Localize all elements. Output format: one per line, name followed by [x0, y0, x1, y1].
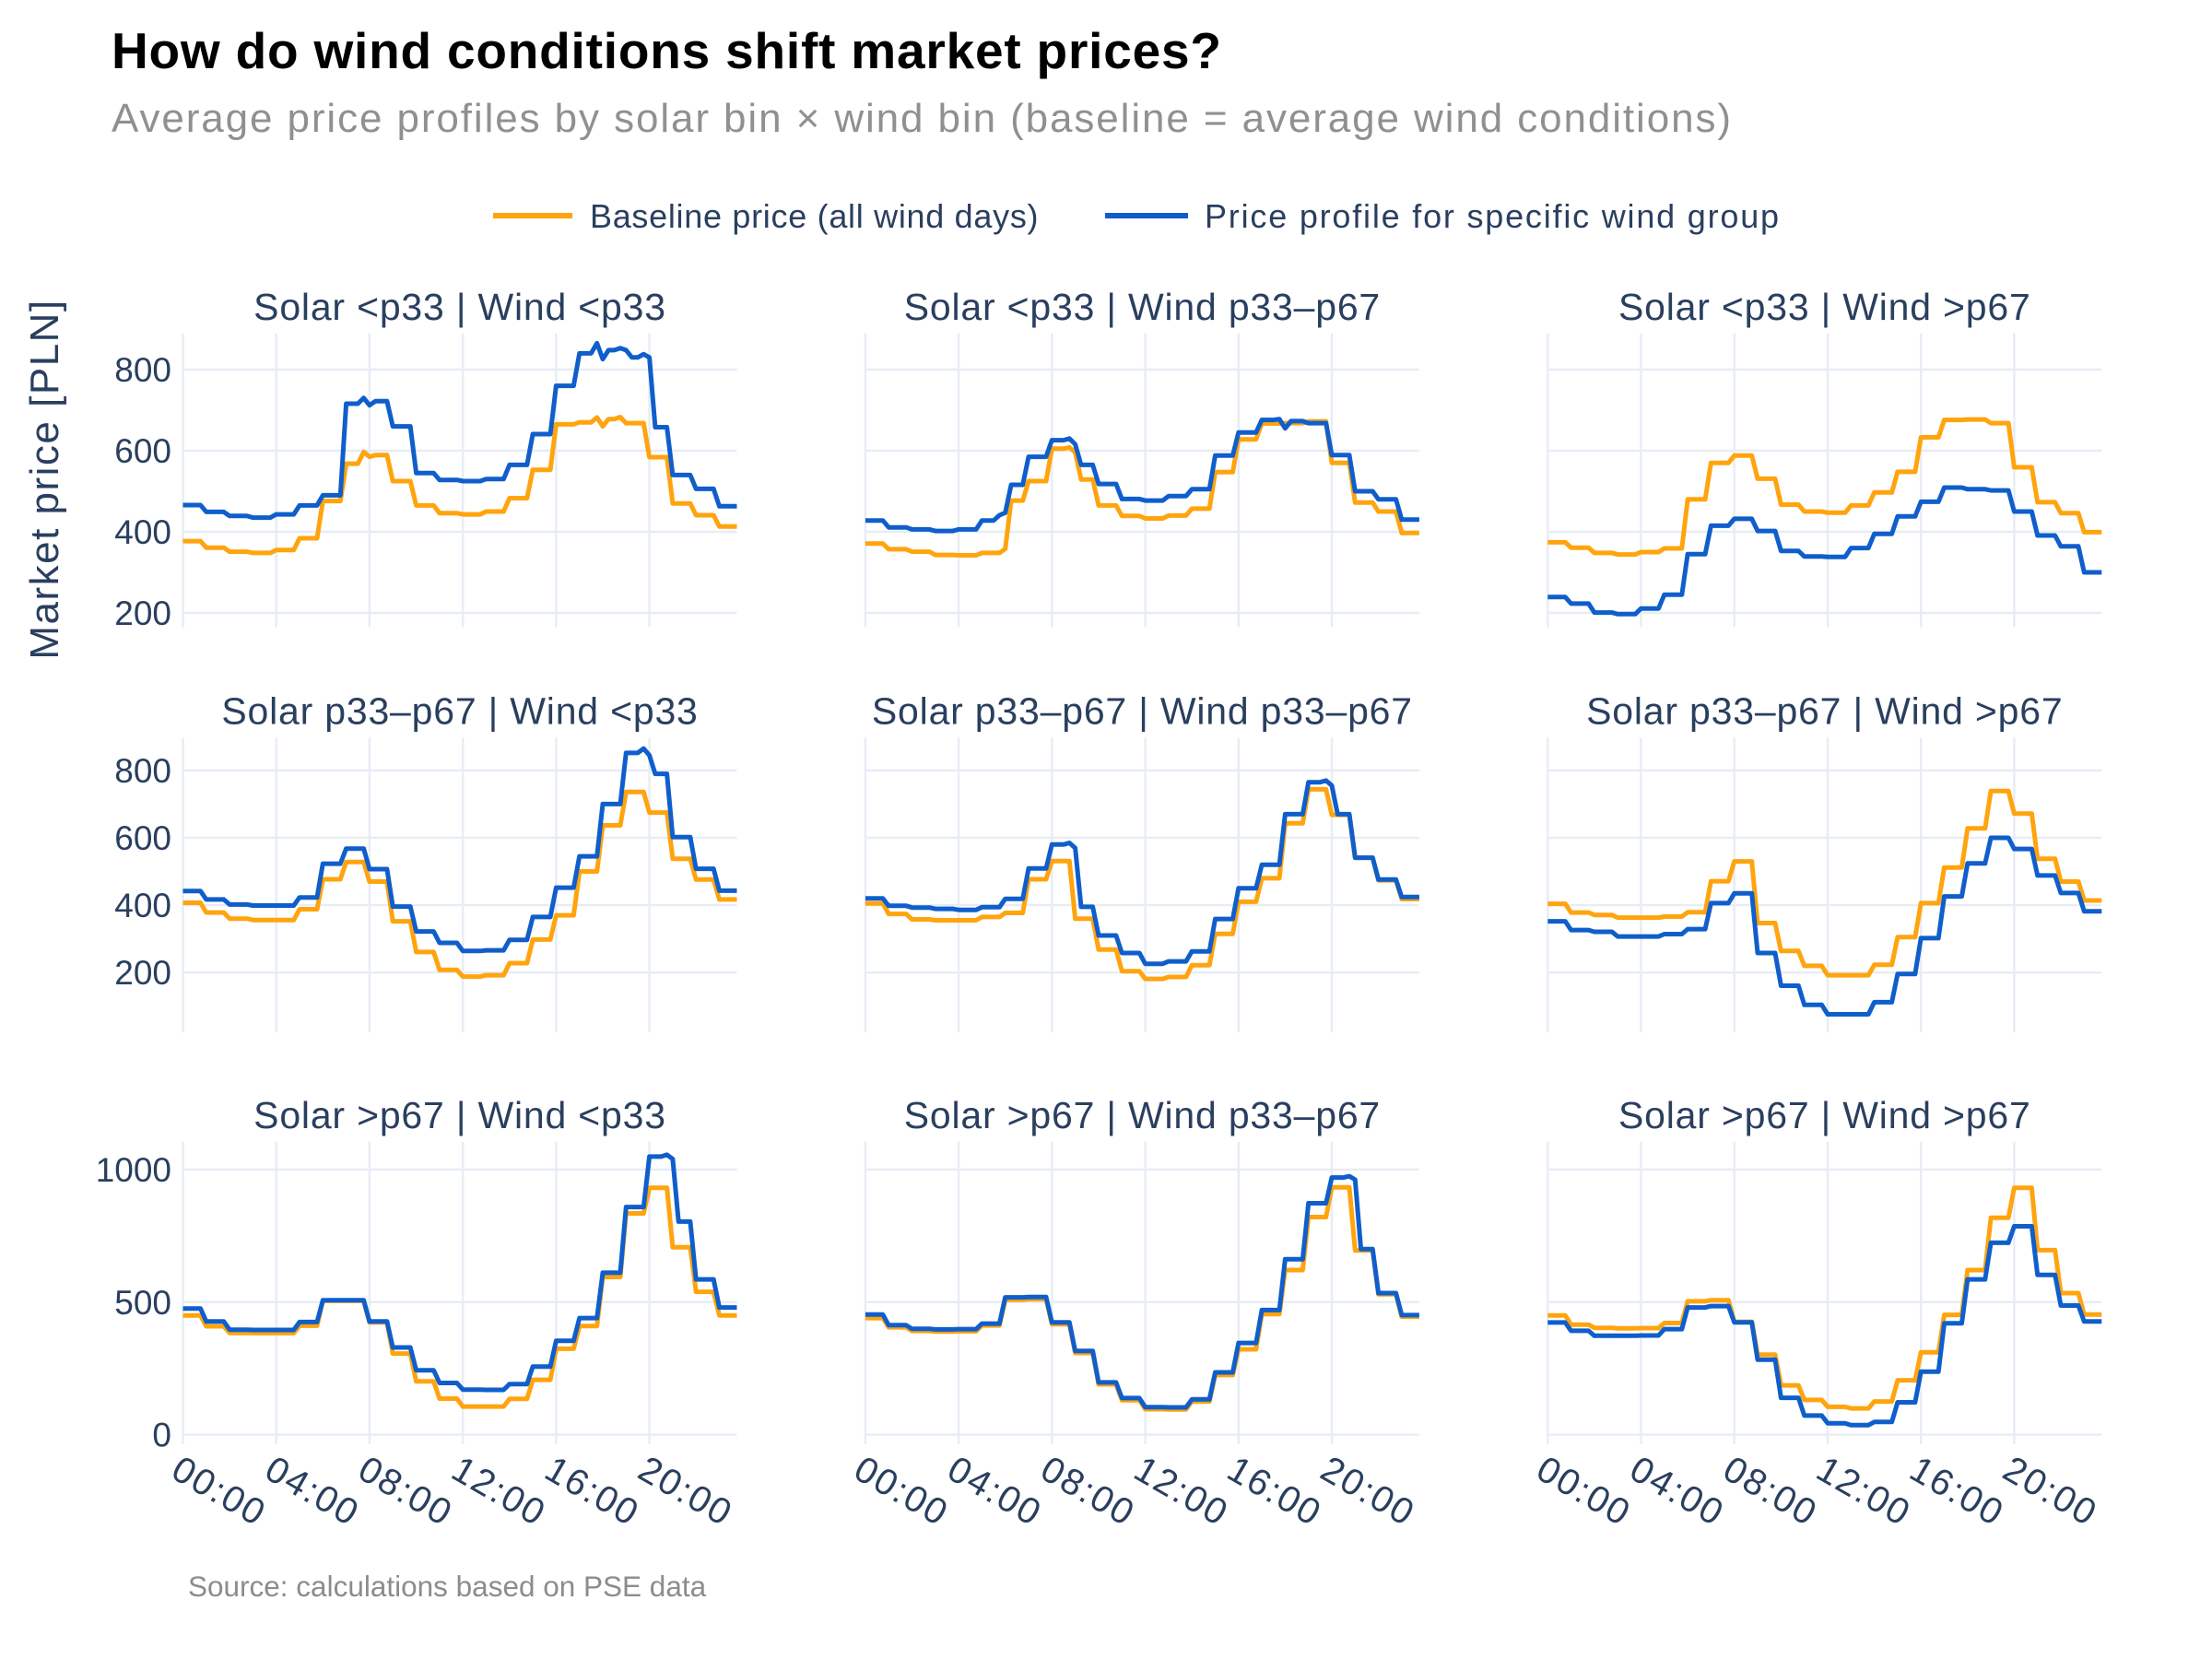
- svg-text:Price profile for specific win: Price profile for specific wind group: [1205, 197, 1781, 235]
- svg-text:400: 400: [114, 513, 171, 551]
- svg-text:Solar >p67 | Wind >p67: Solar >p67 | Wind >p67: [1618, 1094, 2031, 1136]
- svg-text:Solar <p33 | Wind p33–p67: Solar <p33 | Wind p33–p67: [904, 286, 1381, 328]
- svg-text:Solar >p67 | Wind p33–p67: Solar >p67 | Wind p33–p67: [904, 1094, 1381, 1136]
- svg-text:600: 600: [114, 819, 171, 857]
- svg-text:Solar p33–p67 | Wind >p67: Solar p33–p67 | Wind >p67: [1586, 690, 2063, 733]
- svg-text:How do wind conditions shift m: How do wind conditions shift market pric…: [112, 22, 1222, 79]
- svg-text:Solar <p33 | Wind <p33: Solar <p33 | Wind <p33: [253, 286, 666, 328]
- svg-text:200: 200: [114, 954, 171, 992]
- svg-text:800: 800: [114, 351, 171, 389]
- svg-text:Solar p33–p67 | Wind p33–p67: Solar p33–p67 | Wind p33–p67: [872, 690, 1413, 733]
- svg-text:Solar <p33 | Wind >p67: Solar <p33 | Wind >p67: [1618, 286, 2031, 328]
- svg-text:800: 800: [114, 752, 171, 790]
- svg-text:0: 0: [152, 1417, 171, 1454]
- svg-text:200: 200: [114, 594, 171, 632]
- svg-text:400: 400: [114, 887, 171, 924]
- svg-text:Average price profiles by sola: Average price profiles by solar bin × wi…: [112, 96, 1733, 141]
- svg-text:Solar >p67 | Wind <p33: Solar >p67 | Wind <p33: [253, 1094, 666, 1136]
- svg-text:600: 600: [114, 432, 171, 470]
- svg-text:Market price [PLN]: Market price [PLN]: [22, 299, 67, 659]
- svg-text:Source: calculations based on: Source: calculations based on PSE data: [188, 1570, 707, 1603]
- svg-text:500: 500: [114, 1284, 171, 1322]
- svg-text:Baseline price (all wind days): Baseline price (all wind days): [590, 197, 1039, 235]
- svg-text:1000: 1000: [96, 1151, 171, 1189]
- svg-text:Solar p33–p67 | Wind <p33: Solar p33–p67 | Wind <p33: [221, 690, 698, 733]
